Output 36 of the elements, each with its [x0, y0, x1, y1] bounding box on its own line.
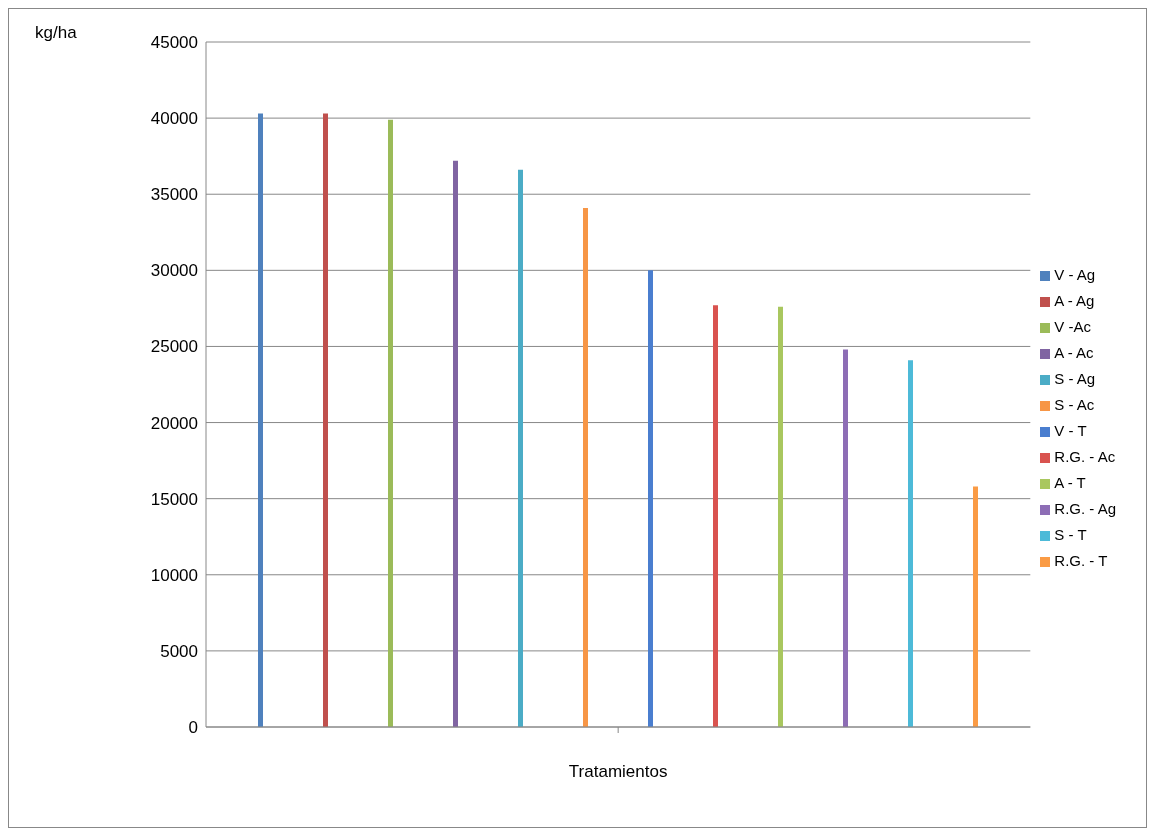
legend-label: V - Ag [1054, 266, 1096, 283]
bar [323, 113, 328, 727]
y-tick-label: 15000 [150, 489, 198, 509]
bar [453, 160, 458, 727]
legend-label: S - Ag [1054, 370, 1096, 387]
bar [388, 119, 393, 727]
x-axis-title: Tratamientos [568, 762, 668, 781]
legend-label: A - T [1054, 474, 1086, 491]
legend-label: R.G. - T [1054, 552, 1108, 569]
y-tick-label: 10000 [150, 565, 198, 585]
legend-label: V - T [1054, 422, 1087, 439]
y-tick-label: 25000 [150, 337, 198, 357]
y-tick-label: 35000 [150, 185, 198, 205]
y-axis-title: kg/ha [35, 23, 77, 43]
bar [583, 207, 588, 727]
legend-label: A - Ac [1054, 344, 1094, 361]
y-tick-label: 0 [188, 718, 198, 738]
legend-label: R.G. - Ac [1054, 448, 1116, 465]
y-tick-label: 20000 [150, 413, 198, 433]
legend-label: S - T [1054, 526, 1087, 543]
bar [518, 169, 523, 727]
bar [258, 113, 263, 727]
y-tick-label: 30000 [150, 261, 198, 281]
y-tick-label: 5000 [160, 641, 198, 661]
bar [648, 270, 653, 727]
legend-label: V -Ac [1054, 318, 1091, 335]
legend-label: A - Ag [1054, 292, 1095, 309]
bar [778, 306, 783, 727]
legend-label: S - Ac [1054, 396, 1095, 413]
y-tick-label: 40000 [150, 109, 198, 129]
bar [843, 349, 848, 727]
legend-label: R.G. - Ag [1054, 500, 1116, 517]
y-tick-label: 45000 [150, 33, 198, 53]
bar [973, 486, 978, 727]
bar [713, 305, 718, 727]
bar [908, 360, 913, 727]
